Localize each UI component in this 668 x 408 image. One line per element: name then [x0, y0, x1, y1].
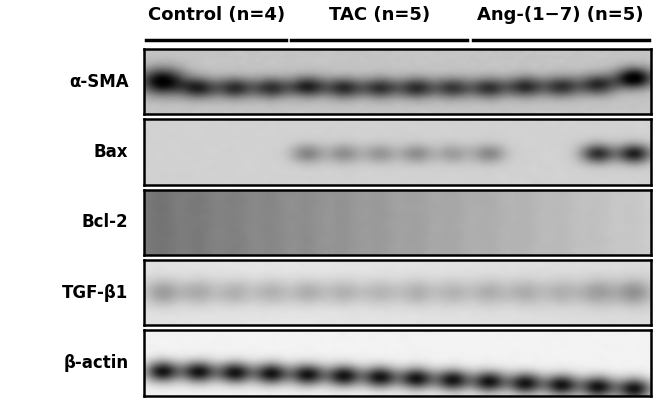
Text: Bcl-2: Bcl-2 — [81, 213, 128, 231]
Text: TGF-β1: TGF-β1 — [62, 284, 128, 302]
Text: Bax: Bax — [94, 143, 128, 161]
Text: β-actin: β-actin — [63, 354, 128, 372]
Text: Control (n=4): Control (n=4) — [148, 6, 285, 24]
Text: TAC (n=5): TAC (n=5) — [329, 6, 430, 24]
Text: α-SMA: α-SMA — [69, 73, 128, 91]
Text: Ang-(1−7) (n=5): Ang-(1−7) (n=5) — [478, 6, 644, 24]
